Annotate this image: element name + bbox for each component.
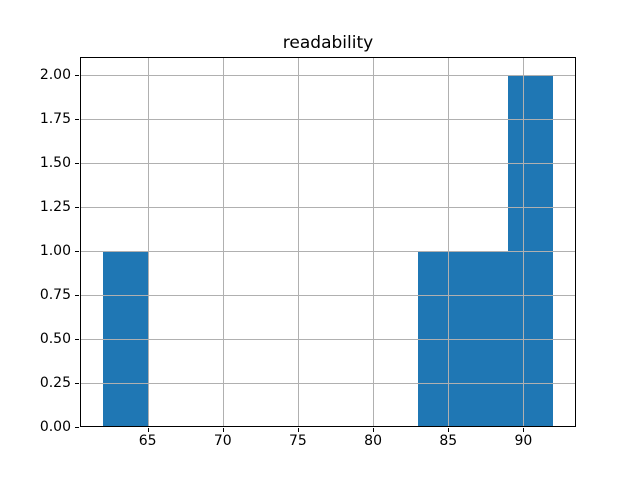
x-tick-mark bbox=[147, 428, 149, 432]
y-tick-mark bbox=[75, 162, 79, 164]
grid-line-horizontal bbox=[80, 118, 576, 120]
x-tick-mark bbox=[523, 428, 525, 432]
y-tick-label: 0.75 bbox=[39, 286, 71, 303]
grid-line-horizontal bbox=[80, 294, 576, 296]
y-tick-label: 0.00 bbox=[39, 419, 71, 435]
y-tick-label: 1.00 bbox=[39, 242, 71, 259]
plot-area bbox=[80, 57, 576, 427]
grid-line-horizontal bbox=[80, 338, 576, 340]
grid-line-horizontal bbox=[80, 206, 576, 208]
y-tick-label: 0.50 bbox=[39, 330, 71, 347]
grid-line-vertical bbox=[523, 57, 525, 427]
y-tick-mark bbox=[75, 338, 79, 340]
grid-line-vertical bbox=[448, 57, 450, 427]
y-tick-label: 1.50 bbox=[39, 154, 71, 171]
x-tick-label: 90 bbox=[514, 433, 533, 449]
x-tick-mark bbox=[297, 428, 299, 432]
x-tick-label: 75 bbox=[289, 433, 307, 449]
y-tick-mark bbox=[75, 427, 79, 428]
y-tick-mark bbox=[75, 206, 79, 208]
grid-line-vertical bbox=[222, 57, 224, 427]
x-tick-mark bbox=[373, 428, 375, 432]
y-tick-mark bbox=[75, 250, 79, 252]
y-tick-label: 0.25 bbox=[39, 374, 71, 391]
grid-line-horizontal bbox=[80, 74, 576, 76]
grid-line-vertical bbox=[297, 57, 299, 427]
x-tick-label: 85 bbox=[439, 433, 458, 449]
y-tick-mark bbox=[75, 294, 79, 296]
y-tick-mark bbox=[75, 74, 79, 76]
grid-line-horizontal bbox=[80, 250, 576, 252]
y-tick-mark bbox=[75, 118, 79, 120]
x-tick-label: 65 bbox=[138, 433, 157, 449]
grid-line-vertical bbox=[373, 57, 375, 427]
chart-title: readability bbox=[282, 33, 374, 53]
grid-line-horizontal bbox=[80, 162, 576, 164]
x-tick-mark bbox=[222, 428, 224, 432]
y-tick-label: 2.00 bbox=[39, 66, 71, 83]
y-tick-label: 1.75 bbox=[39, 110, 71, 127]
grid-line-vertical bbox=[147, 57, 149, 427]
grid-line-horizontal bbox=[80, 382, 576, 384]
x-tick-label: 70 bbox=[213, 433, 232, 449]
y-tick-label: 1.25 bbox=[39, 198, 71, 215]
x-tick-mark bbox=[448, 428, 450, 432]
y-tick-mark bbox=[75, 382, 79, 384]
x-tick-label: 80 bbox=[364, 433, 382, 449]
